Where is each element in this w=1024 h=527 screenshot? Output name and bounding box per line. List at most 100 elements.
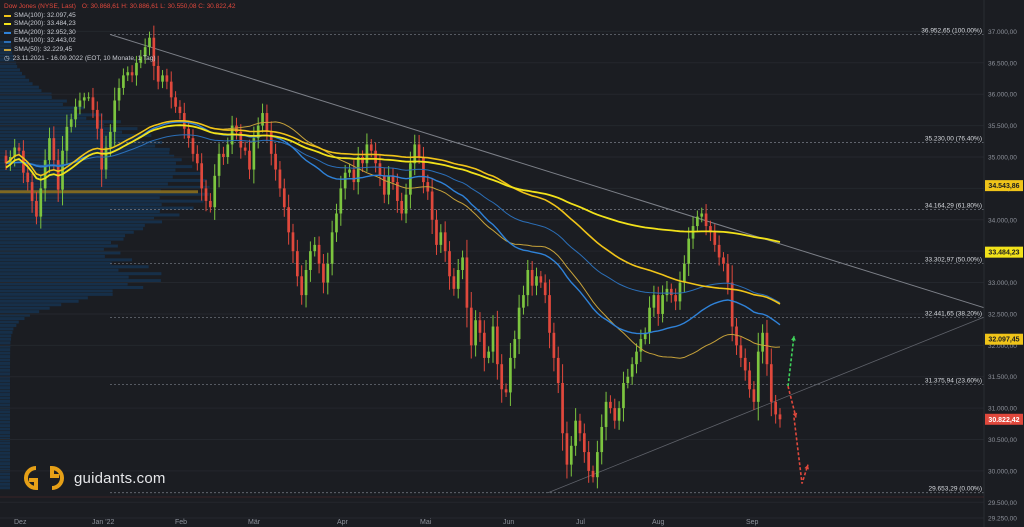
volume-bar <box>0 441 11 445</box>
trend-lines <box>109 33 985 494</box>
candle-body <box>200 163 204 189</box>
candle-body <box>143 47 147 57</box>
volume-bar <box>0 227 144 231</box>
volume-bar <box>0 330 13 334</box>
fibonacci-levels: 36.952,65 (100.00%) 35.230,00 (76.40%) 34.… <box>110 27 984 494</box>
volume-bar <box>0 337 11 341</box>
candle-body <box>535 276 538 286</box>
candle-body <box>491 326 495 352</box>
candle-body <box>652 295 656 308</box>
candle-body <box>387 175 390 195</box>
volume-bar <box>0 368 11 372</box>
bullish-arrow-head <box>791 335 796 341</box>
y-tick-label: 30.000,00 <box>988 468 1017 475</box>
volume-bar <box>0 486 10 490</box>
candle-body <box>669 288 673 296</box>
volume-bar <box>0 403 11 407</box>
candle-body <box>213 175 217 208</box>
volume-bar <box>0 237 124 241</box>
volume-bar <box>0 134 152 138</box>
candle-body <box>304 270 308 296</box>
volume-bar <box>0 327 14 331</box>
y-tick-label: 35.000,00 <box>988 154 1017 161</box>
volume-bar <box>0 306 50 310</box>
candle-body <box>339 188 343 214</box>
candle-body <box>626 376 630 384</box>
volume-bar <box>0 230 134 234</box>
volume-bar <box>0 89 42 93</box>
candle-body <box>439 232 443 245</box>
volume-bar <box>0 65 18 68</box>
volume-bar <box>0 427 11 431</box>
volume-bar <box>0 444 11 448</box>
volume-bar <box>0 299 79 303</box>
volume-bar <box>0 410 11 414</box>
candle-body <box>717 244 721 258</box>
x-tick-label: Sep <box>746 519 759 526</box>
y-tick-label: 34.000,00 <box>988 217 1017 224</box>
candle-body <box>269 131 273 154</box>
candle-body <box>487 351 491 358</box>
candle-body <box>39 188 43 217</box>
x-tick-label: Jan '22 <box>92 519 114 526</box>
price-tag: 30.822,42 <box>985 413 1023 425</box>
candle-body <box>552 332 556 358</box>
candle-body <box>404 194 408 214</box>
volume-bar <box>0 113 103 117</box>
candle-body <box>139 56 143 63</box>
bearish-arrow-2 <box>793 417 809 484</box>
candle-body <box>78 100 82 107</box>
candle-body <box>609 401 612 409</box>
period-row: ◷ 23.11.2021 - 16.09.2022 (EOT, 10 Monat… <box>4 55 235 64</box>
candle-body <box>469 307 473 346</box>
volume-bar <box>0 182 168 186</box>
candle-body <box>504 389 508 393</box>
volume-bar <box>0 292 113 296</box>
candle-body <box>82 97 86 101</box>
volume-bar <box>0 109 75 113</box>
volume-bar <box>0 272 162 276</box>
volume-bar <box>0 120 121 124</box>
candle-body <box>217 153 221 176</box>
candle-body <box>656 295 660 314</box>
fib-label: 29.653,29 (0.00%) <box>929 486 982 493</box>
candle-body <box>74 106 77 120</box>
candle-body <box>326 263 330 283</box>
legend-item: EMA(100): 32.443,02 <box>4 37 235 46</box>
candle-body <box>765 332 769 365</box>
candle-body <box>135 62 138 76</box>
candle-body <box>617 408 621 421</box>
candle-body <box>261 113 264 126</box>
y-tick-label: 31.500,00 <box>988 374 1017 381</box>
price-tags: 34.543,86 33.484,23 32.097,45 30.822,42 <box>985 180 1023 425</box>
candle-body <box>226 144 230 157</box>
price-tag: 32.097,45 <box>985 333 1023 345</box>
volume-bar <box>0 310 40 314</box>
candle-body <box>400 200 404 214</box>
candle-body <box>730 282 734 327</box>
volume-bar <box>0 386 11 390</box>
candle-body <box>126 72 130 76</box>
brand: guidants.com <box>20 463 166 493</box>
candle-body <box>739 345 743 358</box>
x-tick-label: Aug <box>652 519 665 526</box>
candle-body <box>195 153 199 164</box>
volume-bar <box>0 102 63 106</box>
candle-body <box>696 216 699 227</box>
forecast-arrows <box>787 335 809 484</box>
candle-body <box>456 270 460 289</box>
volume-bar <box>0 168 176 172</box>
volume-bar <box>0 289 113 293</box>
volume-bar <box>0 479 10 483</box>
candle-body <box>748 370 751 390</box>
legend-label: EMA(200): 32.952,30 <box>14 28 76 36</box>
candle-body <box>600 426 604 453</box>
candle-body <box>361 156 364 164</box>
volume-bar <box>0 399 11 403</box>
volume-bar <box>0 361 11 365</box>
volume-bar <box>0 161 176 165</box>
volume-bar <box>0 472 10 476</box>
candle-body <box>252 138 256 170</box>
volume-bar <box>0 82 33 86</box>
